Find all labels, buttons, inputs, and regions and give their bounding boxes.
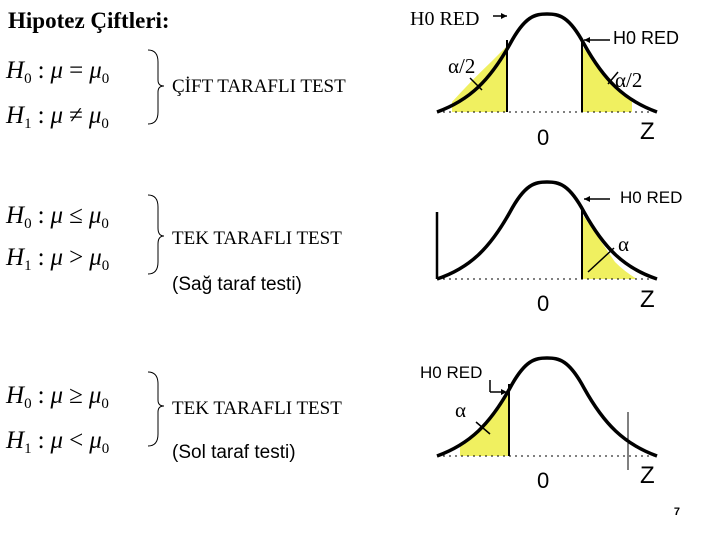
hypothesis-h1-2: H1: μ > μ0 — [6, 244, 110, 274]
alpha-label-left-3: α — [455, 398, 467, 422]
h0-red-label-left-1: H0 RED — [410, 8, 480, 30]
h0-red-label-right-2: H0 RED — [620, 188, 683, 207]
density-curve-2 — [436, 180, 658, 281]
h0-red-label-left-3: H0 RED — [420, 363, 483, 382]
arrowhead-left-1 — [501, 13, 507, 19]
hypothesis-h0-2: H0: μ ≤ μ0 — [6, 202, 109, 232]
slide-title: Hipotez Çiftleri: — [8, 8, 170, 33]
alpha-pointer-left-3 — [475, 421, 491, 435]
zero-label-3: 0 — [537, 468, 550, 493]
alpha-pointer-right-2 — [587, 247, 615, 273]
test-type-label-1: ÇİFT TARAFLI TEST — [172, 76, 346, 97]
alpha-label-right-2: α — [618, 232, 630, 256]
hypothesis-h0-3: H0: μ ≥ μ0 — [6, 382, 109, 412]
alpha-pointer-left-1 — [469, 77, 483, 91]
h0-red-label-right-1: H0 RED — [613, 28, 680, 48]
hypothesis-h1-3: H1: μ < μ0 — [6, 427, 110, 457]
alpha-half-label-right-1: α/2 — [615, 68, 643, 92]
brace-2 — [147, 194, 165, 275]
z-label-2: Z — [640, 286, 655, 313]
arrowhead-left-3 — [501, 389, 507, 395]
arrowhead-right-2 — [584, 196, 590, 202]
test-note-3: (Sol taraf testi) — [172, 442, 296, 463]
alpha-half-label-left-1: α/2 — [448, 54, 476, 78]
rejection-region-right-2 — [582, 214, 637, 279]
brace-3 — [147, 371, 165, 447]
test-note-2: (Sağ taraf testi) — [172, 274, 302, 295]
z-label-3: Z — [640, 462, 655, 489]
hypothesis-h1-1: H1: μ ≠ μ0 — [6, 102, 109, 132]
zero-label-1: 0 — [537, 125, 550, 150]
density-curve-3 — [436, 356, 658, 458]
density-curve-1 — [436, 12, 658, 114]
arrowhead-right-1 — [584, 37, 590, 43]
hypothesis-h0-1: H0: μ = μ0 — [6, 57, 110, 87]
page-number: 7 — [673, 506, 680, 518]
test-type-label-3: TEK TARAFLI TEST — [172, 398, 342, 419]
z-label-1: Z — [640, 118, 655, 145]
zero-label-2: 0 — [537, 291, 550, 316]
test-type-label-2: TEK TARAFLI TEST — [172, 228, 342, 249]
brace-1 — [147, 49, 165, 125]
alpha-pointer-right-1 — [607, 71, 619, 85]
